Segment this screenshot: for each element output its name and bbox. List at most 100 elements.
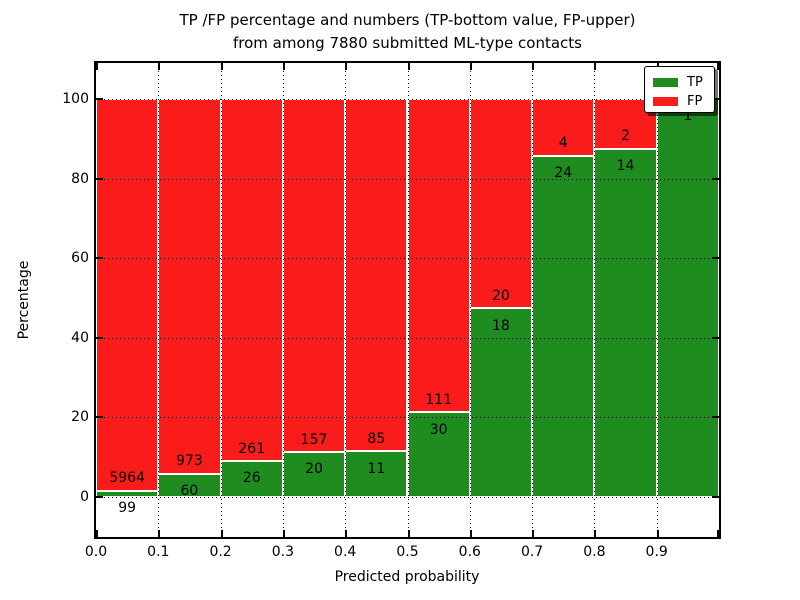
x-tick-mark: [220, 63, 223, 70]
x-tick-mark: [407, 530, 410, 537]
x-gridline: [656, 63, 658, 537]
bar-segment-tp: [656, 99, 719, 497]
x-tick-mark: [717, 530, 719, 537]
y-tick-mark: [96, 98, 103, 100]
fp-count-label: 2: [621, 128, 630, 145]
bar-segment-tp: [532, 155, 595, 497]
tp-swatch-icon: [653, 78, 678, 87]
x-axis-label: Predicted probability: [334, 569, 480, 585]
fp-count-label: 261: [238, 440, 266, 457]
x-tick-label: 0.2: [209, 544, 232, 560]
x-tick-label: 0.4: [334, 544, 357, 560]
x-tick-mark: [158, 63, 161, 70]
y-tick-label: 40: [71, 329, 89, 346]
bar-segment-tp: [220, 460, 283, 497]
x-tick-label: 0.8: [583, 544, 606, 560]
y-tick-mark: [712, 98, 719, 100]
x-tick-label: 0.5: [396, 544, 419, 560]
fp-count-label: 85: [367, 430, 386, 447]
x-gridline: [220, 63, 222, 537]
legend: TP FP: [644, 66, 715, 113]
x-tick-mark: [532, 63, 535, 70]
bar-segment-tp: [594, 148, 657, 497]
bar-segment-fp: [220, 99, 283, 461]
x-tick-mark: [594, 530, 597, 537]
bar-segment-fp: [345, 99, 408, 452]
x-tick-mark: [96, 63, 98, 70]
y-tick-label: 60: [71, 250, 89, 267]
x-tick-mark: [407, 63, 410, 70]
y-tick-mark: [96, 496, 103, 498]
tp-count-label: 99: [118, 499, 137, 516]
tp-count-label: 30: [429, 421, 448, 438]
tp-count-label: 18: [492, 317, 510, 334]
fp-count-label: 157: [300, 431, 328, 448]
fp-count-label: 20: [492, 288, 510, 305]
y-tick-mark: [96, 336, 103, 339]
bar-segment-fp: [158, 99, 221, 474]
y-axis-label: Percentage: [16, 260, 32, 340]
x-tick-label: 0.7: [520, 544, 544, 560]
fp-swatch-icon: [653, 97, 678, 106]
tp-count-label: 11: [367, 460, 386, 477]
bar-segment-fp: [282, 99, 346, 453]
x-tick-mark: [158, 530, 161, 537]
bar-segment-fp: [407, 99, 470, 413]
legend-label-tp: TP: [687, 75, 703, 90]
x-tick-label: 0.0: [84, 544, 108, 560]
legend-label-fp: FP: [687, 94, 703, 109]
y-tick-mark: [712, 257, 719, 260]
x-gridline: [282, 63, 284, 537]
chart-title-line2: from among 7880 submitted ML-type contac…: [233, 34, 582, 52]
chart-title-line1: TP /FP percentage and numbers (TP-bottom…: [179, 11, 636, 29]
y-tick-label: 0: [80, 489, 89, 505]
x-tick-label: 0.3: [271, 544, 295, 560]
fp-count-label: 4: [558, 135, 568, 152]
bar-segment-tp: [282, 452, 346, 497]
x-gridline: [158, 63, 160, 537]
x-gridline: [469, 63, 471, 537]
x-tick-label: 0.6: [458, 544, 481, 560]
y-tick-label: 20: [71, 409, 89, 426]
y-tick-mark: [96, 257, 103, 260]
y-tick-mark: [96, 177, 103, 180]
x-tick-mark: [656, 530, 659, 537]
fp-count-label: 111: [425, 391, 452, 408]
tp-count-label: 14: [616, 158, 635, 175]
bar-segment-tp: [96, 490, 159, 497]
x-tick-label: 0.1: [147, 544, 170, 560]
fp-count-label: 5964: [109, 470, 145, 487]
x-tick-mark: [469, 530, 472, 537]
y-tick-mark: [96, 416, 103, 419]
x-tick-mark: [282, 530, 285, 537]
bar-segment-fp: [469, 99, 533, 309]
tp-count-label: 26: [242, 470, 261, 487]
tp-count-label: 20: [305, 461, 323, 478]
x-tick-mark: [469, 63, 472, 70]
x-tick-mark: [220, 530, 223, 537]
x-gridline: [345, 63, 347, 537]
x-tick-mark: [717, 63, 719, 70]
x-gridline: [532, 63, 534, 537]
x-tick-label: 0.9: [645, 544, 668, 560]
x-tick-mark: [345, 530, 348, 537]
y-tick-label: 100: [62, 91, 89, 107]
y-tick-label: 80: [71, 170, 89, 187]
x-tick-mark: [532, 530, 535, 537]
y-tick-mark: [712, 177, 719, 180]
bar-segment-tp: [469, 308, 533, 497]
legend-item-fp: FP: [653, 92, 714, 111]
x-tick-mark: [345, 63, 348, 70]
y-tick-mark: [712, 416, 719, 419]
y-tick-mark: [712, 496, 719, 498]
x-gridline: [407, 63, 409, 537]
fp-count-label: 973: [176, 453, 203, 470]
y-tick-mark: [712, 336, 719, 339]
bar-segment-fp: [96, 99, 159, 491]
legend-item-tp: TP: [653, 73, 714, 92]
plot-area: 5964 99 973 60 261 26 157 20 85 11 111 30 20 18 4 24 2 14…: [96, 63, 719, 537]
chart-title: TP /FP percentage and numbers (TP-bottom…: [96, 9, 719, 55]
x-tick-mark: [282, 63, 285, 70]
tp-count-label: 60: [180, 483, 199, 500]
